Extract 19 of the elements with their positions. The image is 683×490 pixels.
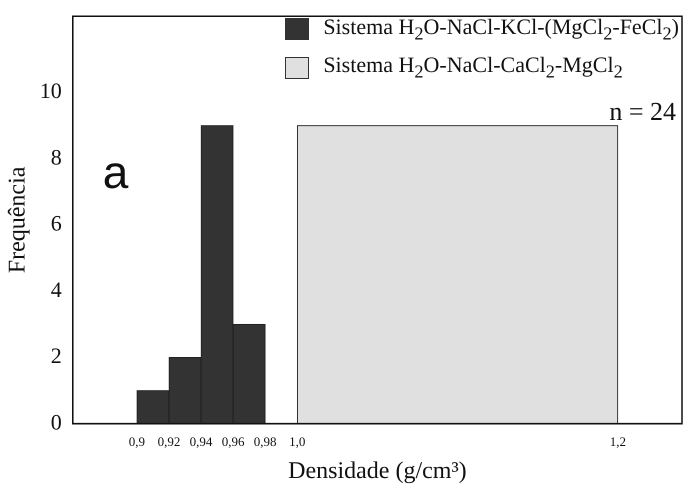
x-tick-label: 1,0 (289, 434, 306, 449)
y-tick-label: 4 (50, 276, 62, 302)
y-axis-title: Frequência (4, 166, 31, 274)
annotation: a (102, 146, 129, 198)
x-tick-label: 0,92 (158, 434, 180, 449)
y-tick-label: 10 (40, 78, 62, 104)
x-axis-title: Densidade (g/cm³) (288, 458, 467, 484)
x-tick-label: 1,2 (610, 434, 626, 449)
y-tick-label: 8 (50, 144, 62, 170)
annotation: n = 24 (609, 97, 676, 126)
x-tick-label: 0,98 (254, 434, 277, 449)
x-tick-label: 0,9 (128, 434, 146, 449)
y-tick-label: 0 (50, 409, 62, 434)
x-tick-label: 0,94 (190, 434, 213, 449)
legend-label: Sistema H$_{2}$O-NaCl-CaCl$_{2}$-MgCl$_{2}$ (323, 52, 623, 83)
x-tick-label: 0,96 (222, 434, 245, 449)
legend-label: Sistema H$_{2}$O-NaCl-KCl-(MgCl$_{2}$-FeCl$_{2}$) (323, 14, 679, 44)
y-tick-label: 2 (50, 343, 62, 368)
y-tick-label: 6 (50, 210, 62, 236)
